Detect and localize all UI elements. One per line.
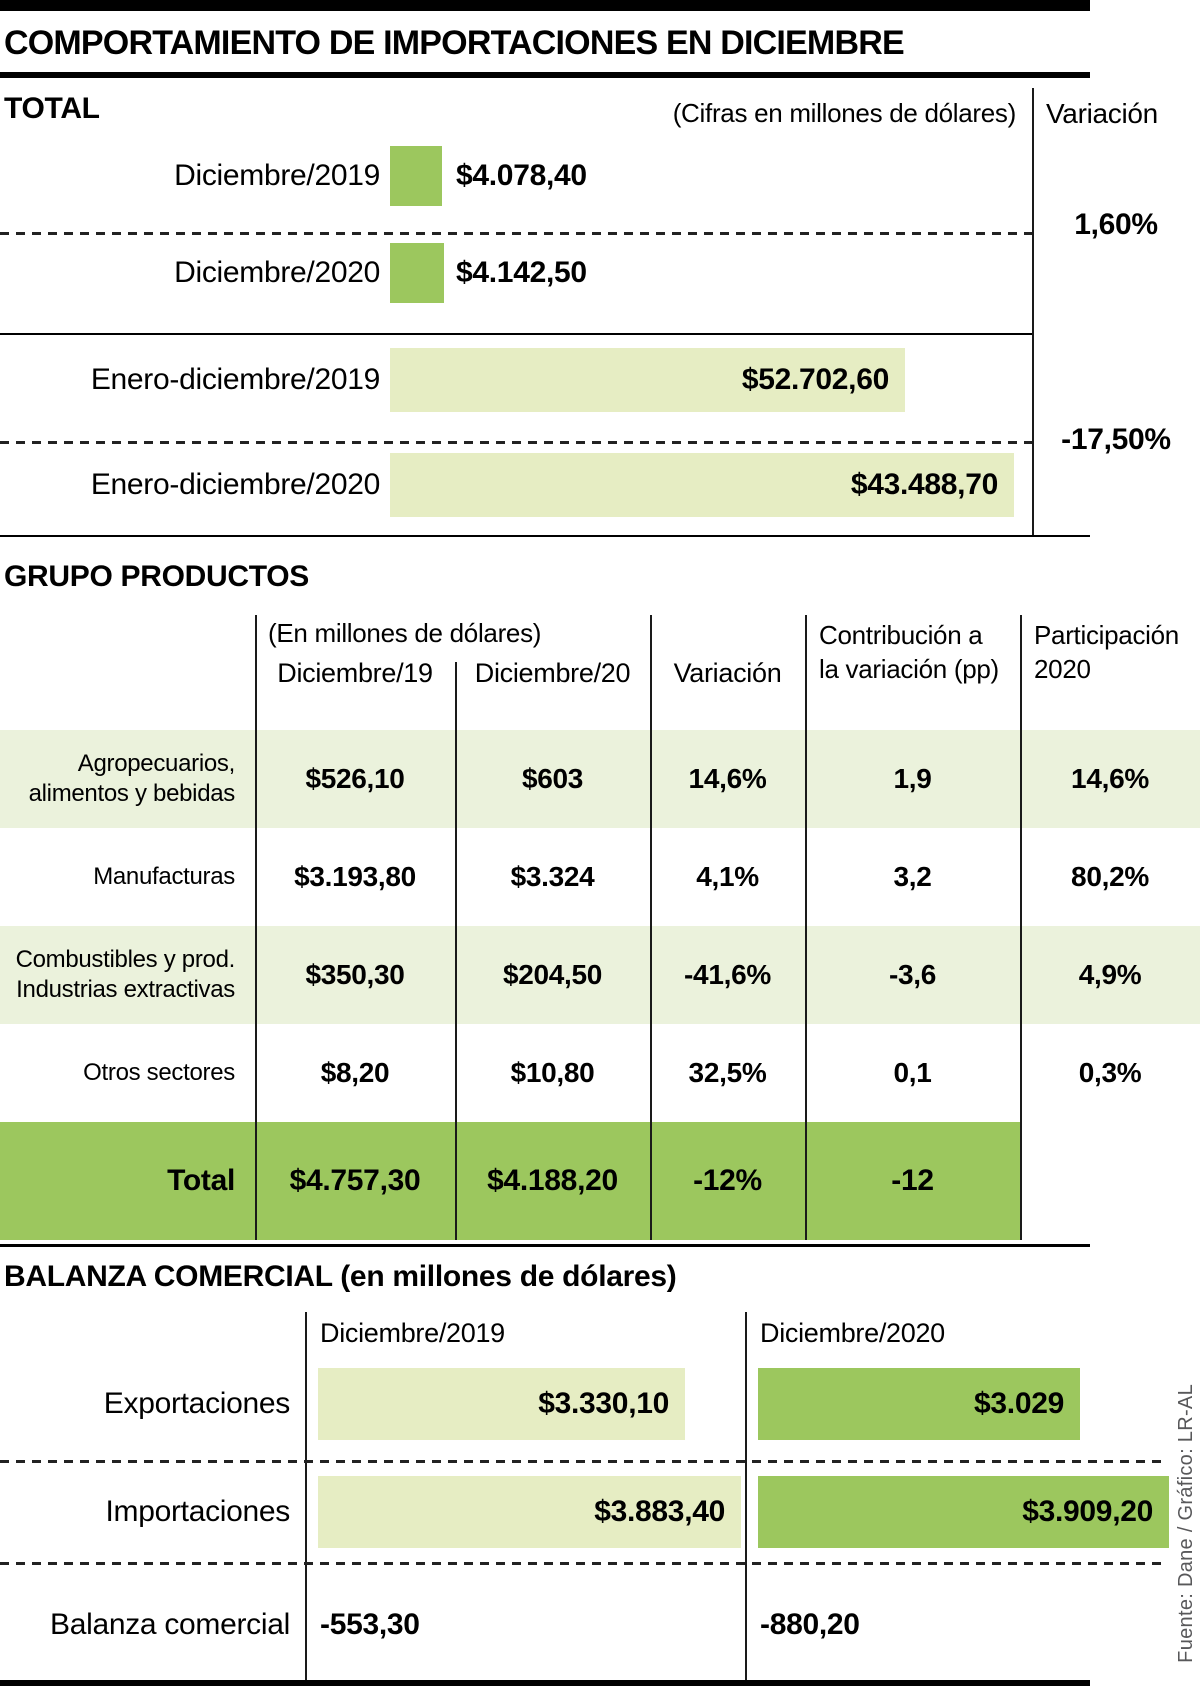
grupo-total-variacion: -12% bbox=[693, 1164, 762, 1197]
balanza-row-label: Balanza comercial bbox=[49, 1608, 290, 1641]
variacion-column-header: Variación bbox=[1046, 98, 1158, 129]
table-gridline bbox=[805, 615, 807, 1240]
bar-diciembre-2019 bbox=[390, 146, 442, 206]
grupo-total-contribucion: -12 bbox=[891, 1164, 934, 1197]
total-units-note: (Cifras en millones de dólares) bbox=[672, 98, 1017, 128]
balanza-row-label: Importaciones bbox=[105, 1495, 290, 1528]
column-header-dic19: Diciembre/19 bbox=[277, 657, 433, 688]
balanza-value: $3.883,40 bbox=[594, 1495, 725, 1528]
grupo-cell-contribucion: 0,1 bbox=[893, 1057, 932, 1088]
balanza-value-2019: -553,30 bbox=[320, 1608, 420, 1641]
page-title: COMPORTAMIENTO DE IMPORTACIONES EN DICIE… bbox=[4, 24, 905, 62]
table-gridline bbox=[1020, 615, 1022, 1240]
bar-diciembre-2020 bbox=[390, 243, 444, 303]
total-row-value: $4.142,50 bbox=[456, 256, 587, 289]
grupo-cell-variacion: -41,6% bbox=[684, 959, 771, 990]
bar-exportaciones-2020: $3.029 bbox=[758, 1368, 1080, 1440]
grupo-row-label: Manufacturas bbox=[93, 863, 235, 890]
grupo-cell-dec20: $3.324 bbox=[510, 861, 595, 892]
balanza-value: $3.029 bbox=[974, 1387, 1064, 1420]
total-row-label: Enero-diciembre/2020 bbox=[90, 468, 380, 501]
grupo-cell-dec20: $603 bbox=[521, 763, 584, 794]
column-header-contribucion: Contribución a la variación (pp) bbox=[819, 620, 999, 684]
grupo-row-label: Agropecuarios, alimentos y bebidas bbox=[28, 750, 236, 807]
grupo-cell-dec19: $350,30 bbox=[305, 959, 405, 990]
variacion-divider bbox=[1032, 88, 1034, 535]
title-rule bbox=[0, 72, 1090, 78]
row-background bbox=[0, 926, 1200, 1024]
balanza-value: $3.330,10 bbox=[538, 1387, 669, 1420]
dashed-separator bbox=[0, 1562, 1168, 1565]
column-header-variacion: Variación bbox=[673, 657, 782, 688]
dashed-separator bbox=[0, 1460, 1168, 1463]
grupo-cell-contribucion: 1,9 bbox=[893, 763, 932, 794]
variacion-value-december: 1,60% bbox=[1074, 208, 1158, 241]
row-background bbox=[0, 730, 1200, 828]
grupo-cell-participacion: 14,6% bbox=[1071, 763, 1149, 794]
total-row-value: $43.488,70 bbox=[850, 468, 998, 501]
bar-enero-diciembre-2019: $52.702,60 bbox=[390, 348, 905, 412]
grupo-cell-contribucion: 3,2 bbox=[893, 861, 932, 892]
bar-importaciones-2019: $3.883,40 bbox=[318, 1476, 741, 1548]
grupo-cell-dec20: $10,80 bbox=[510, 1057, 595, 1088]
grupo-heading: GRUPO PRODUCTOS bbox=[4, 560, 309, 593]
solid-separator bbox=[0, 333, 1032, 335]
total-row-label: Diciembre/2019 bbox=[174, 159, 380, 192]
dashed-separator bbox=[0, 441, 1032, 444]
total-row-label: Diciembre/2020 bbox=[174, 256, 380, 289]
bottom-rule bbox=[0, 1680, 1090, 1686]
balanza-gridline bbox=[745, 1312, 747, 1680]
balanza-value: $3.909,20 bbox=[1022, 1495, 1153, 1528]
bar-importaciones-2020: $3.909,20 bbox=[758, 1476, 1169, 1548]
grupo-cell-participacion: 0,3% bbox=[1078, 1057, 1142, 1088]
column-header-dic20: Diciembre/20 bbox=[474, 657, 631, 688]
grupo-cell-participacion: 4,9% bbox=[1078, 959, 1142, 990]
grupo-cell-dec19: $3.193,80 bbox=[294, 861, 416, 892]
dashed-separator bbox=[0, 232, 1032, 235]
total-row-value: $52.702,60 bbox=[741, 363, 889, 396]
section-separator bbox=[0, 1244, 1090, 1247]
grupo-units-note: (En millones de dólares) bbox=[268, 618, 542, 648]
section-separator bbox=[0, 535, 1090, 537]
grupo-cell-variacion: 14,6% bbox=[688, 763, 767, 794]
grupo-total-dec19: $4.757,30 bbox=[289, 1164, 421, 1197]
total-row-label: Enero-diciembre/2019 bbox=[90, 363, 380, 396]
total-heading: TOTAL bbox=[4, 92, 100, 125]
top-rule bbox=[0, 0, 1090, 11]
grupo-cell-variacion: 4,1% bbox=[696, 861, 759, 892]
bar-exportaciones-2019: $3.330,10 bbox=[318, 1368, 685, 1440]
grupo-cell-participacion: 80,2% bbox=[1071, 861, 1149, 892]
variacion-value-year: -17,50% bbox=[1061, 423, 1171, 456]
grupo-row-label: Combustibles y prod. Industrias extracti… bbox=[15, 946, 236, 1003]
grupo-cell-dec20: $204,50 bbox=[502, 959, 603, 990]
grupo-row-label: Otros sectores bbox=[83, 1059, 235, 1086]
grupo-cell-dec19: $526,10 bbox=[305, 763, 405, 794]
balanza-column-header-2020: Diciembre/2020 bbox=[760, 1318, 945, 1348]
balanza-gridline bbox=[305, 1312, 307, 1680]
grupo-total-label: Total bbox=[167, 1164, 235, 1198]
balanza-row-label: Exportaciones bbox=[103, 1387, 291, 1420]
column-header-participacion: Participación 2020 bbox=[1034, 620, 1179, 684]
table-gridline bbox=[255, 615, 257, 1240]
total-row-background bbox=[0, 1122, 1020, 1240]
grupo-cell-dec19: $8,20 bbox=[320, 1057, 390, 1088]
bar-enero-diciembre-2020: $43.488,70 bbox=[390, 453, 1014, 517]
grupo-total-dec20: $4.188,20 bbox=[487, 1164, 618, 1197]
table-gridline bbox=[455, 662, 457, 1240]
table-gridline bbox=[650, 615, 652, 1240]
source-credit: Fuente: Dane / Gráfico: LR-AL bbox=[1175, 1384, 1197, 1663]
total-row-value: $4.078,40 bbox=[456, 159, 587, 192]
balanza-column-header-2019: Diciembre/2019 bbox=[320, 1318, 505, 1348]
grupo-cell-variacion: 32,5% bbox=[688, 1057, 767, 1088]
balanza-value-2020: -880,20 bbox=[760, 1608, 860, 1641]
grupo-cell-contribucion: -3,6 bbox=[888, 959, 937, 990]
balanza-heading: BALANZA COMERCIAL (en millones de dólare… bbox=[4, 1260, 677, 1293]
